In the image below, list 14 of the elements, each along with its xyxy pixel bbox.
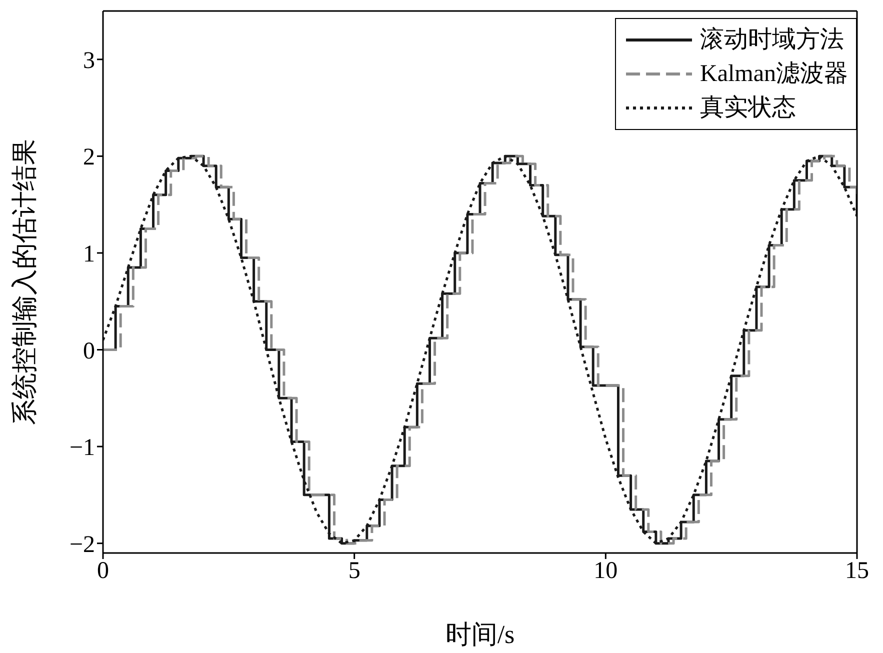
x-tick-label: 10 xyxy=(594,558,618,584)
y-tick-label: −2 xyxy=(69,532,95,558)
y-tick-label: 0 xyxy=(83,338,95,364)
legend-label: Kalman滤波器 xyxy=(700,60,848,89)
x-tick-label: 15 xyxy=(845,558,869,584)
x-axis-title: 时间/s xyxy=(445,620,515,649)
legend-label: 真实状态 xyxy=(700,94,796,123)
y-axis-title: 系统控制输入的估计结果 xyxy=(10,139,40,425)
y-tick-label: 2 xyxy=(83,144,95,171)
legend-label: 滚动时域方法 xyxy=(700,26,844,55)
y-tick-label: 1 xyxy=(83,241,95,268)
x-tick-label: 5 xyxy=(348,558,360,584)
y-tick-label: 3 xyxy=(83,48,95,74)
y-tick-label: −1 xyxy=(69,435,95,462)
